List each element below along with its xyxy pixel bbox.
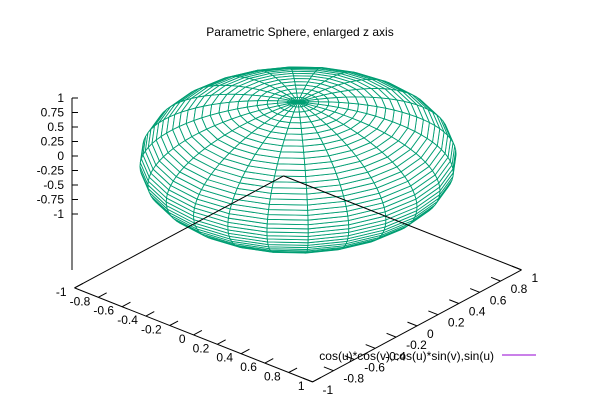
surface-quad — [285, 127, 303, 135]
x-tick-label: 1 — [532, 271, 539, 285]
z-tick-label: -1 — [53, 207, 64, 221]
x-tick-mark — [365, 344, 376, 349]
legend: cos(u)*cos(v),cos(u)*sin(v),sin(u) — [319, 349, 536, 363]
y-tick-mark — [74, 282, 84, 289]
y-tick-mark — [193, 329, 203, 336]
x-tick-mark — [386, 332, 397, 338]
surface-quad — [366, 104, 378, 117]
z-tick-label: 0 — [57, 149, 64, 163]
y-tick-label: 0 — [179, 332, 186, 346]
surface-quad — [281, 139, 304, 147]
y-tick-label: 0.2 — [193, 341, 210, 355]
x-tick-mark — [344, 355, 355, 360]
legend-label: cos(u)*cos(v),cos(u)*sin(v),sin(u) — [319, 349, 494, 363]
y-tick-mark — [217, 339, 226, 345]
z-tick-label: -0.5 — [43, 178, 64, 192]
x-tick-label: 0 — [427, 327, 434, 341]
y-tick-mark — [121, 301, 131, 308]
y-tick-mark — [288, 367, 298, 373]
surface-quad — [283, 133, 304, 141]
surface-quad — [289, 116, 302, 124]
y-tick-label: -0.8 — [70, 294, 91, 308]
x-tick-mark — [428, 310, 439, 316]
x-tick-label: -0.4 — [385, 349, 406, 363]
x-tick-mark — [490, 276, 501, 282]
x-tick-label: -0.2 — [406, 338, 427, 352]
x-tick-mark — [449, 299, 459, 304]
surface-quad — [274, 169, 307, 177]
sphere-surface — [139, 66, 457, 254]
y-tick-label: 0.4 — [216, 351, 233, 365]
y-tick-label: -0.4 — [117, 313, 138, 327]
surface-quad — [280, 145, 305, 153]
x-tick-mark — [511, 265, 522, 271]
y-tick-label: 0.6 — [240, 360, 257, 374]
surface-quad — [295, 88, 305, 94]
y-tick-mark — [264, 358, 274, 364]
x-tick-mark — [302, 377, 313, 383]
y-tick-mark — [169, 320, 179, 326]
y-tick-label: -0.6 — [93, 304, 114, 318]
surface-quad — [288, 101, 299, 107]
surface-quad — [276, 157, 306, 165]
z-tick-label: 0.25 — [41, 135, 65, 149]
x-tick-mark — [323, 366, 334, 372]
x-tick-mark — [469, 288, 480, 293]
x-tick-label: 0.4 — [469, 305, 486, 319]
y-tick-label: -0.2 — [141, 323, 162, 337]
surface-quad — [287, 122, 302, 129]
surface-quad — [275, 163, 306, 171]
z-tick-label: -0.25 — [37, 164, 65, 178]
x-tick-label: -0.8 — [343, 372, 364, 386]
y-tick-mark — [98, 292, 107, 298]
axes — [71, 97, 522, 383]
back-axis-line-right — [283, 175, 522, 271]
x-tick-label: 0.8 — [511, 282, 528, 296]
z-tick-label: -0.75 — [37, 193, 65, 207]
y-tick-label: 0.8 — [264, 370, 281, 384]
x-tick-label: -1 — [323, 383, 334, 397]
y-tick-label: -1 — [56, 285, 67, 299]
y-tick-mark — [312, 376, 322, 383]
x-tick-mark — [407, 321, 418, 327]
x-tick-label: 0.2 — [448, 316, 465, 330]
chart-title: Parametric Sphere, enlarged z axis — [206, 25, 393, 39]
z-tick-label: 1 — [57, 91, 64, 105]
tick-labels: 10.750.50.250-0.25-0.5-0.75-1-1-0.8-0.6-… — [37, 91, 539, 397]
z-tick-label: 0.5 — [47, 120, 64, 134]
z-tick-label: 0.75 — [41, 106, 65, 120]
y-tick-mark — [145, 311, 155, 317]
back-axis-line-left — [74, 175, 284, 289]
surface-quad — [278, 151, 305, 159]
x-tick-label: 0.6 — [490, 293, 507, 307]
y-tick-mark — [240, 348, 250, 355]
x-tick-label: -0.6 — [364, 361, 385, 375]
y-tick-label: 1 — [298, 379, 305, 393]
